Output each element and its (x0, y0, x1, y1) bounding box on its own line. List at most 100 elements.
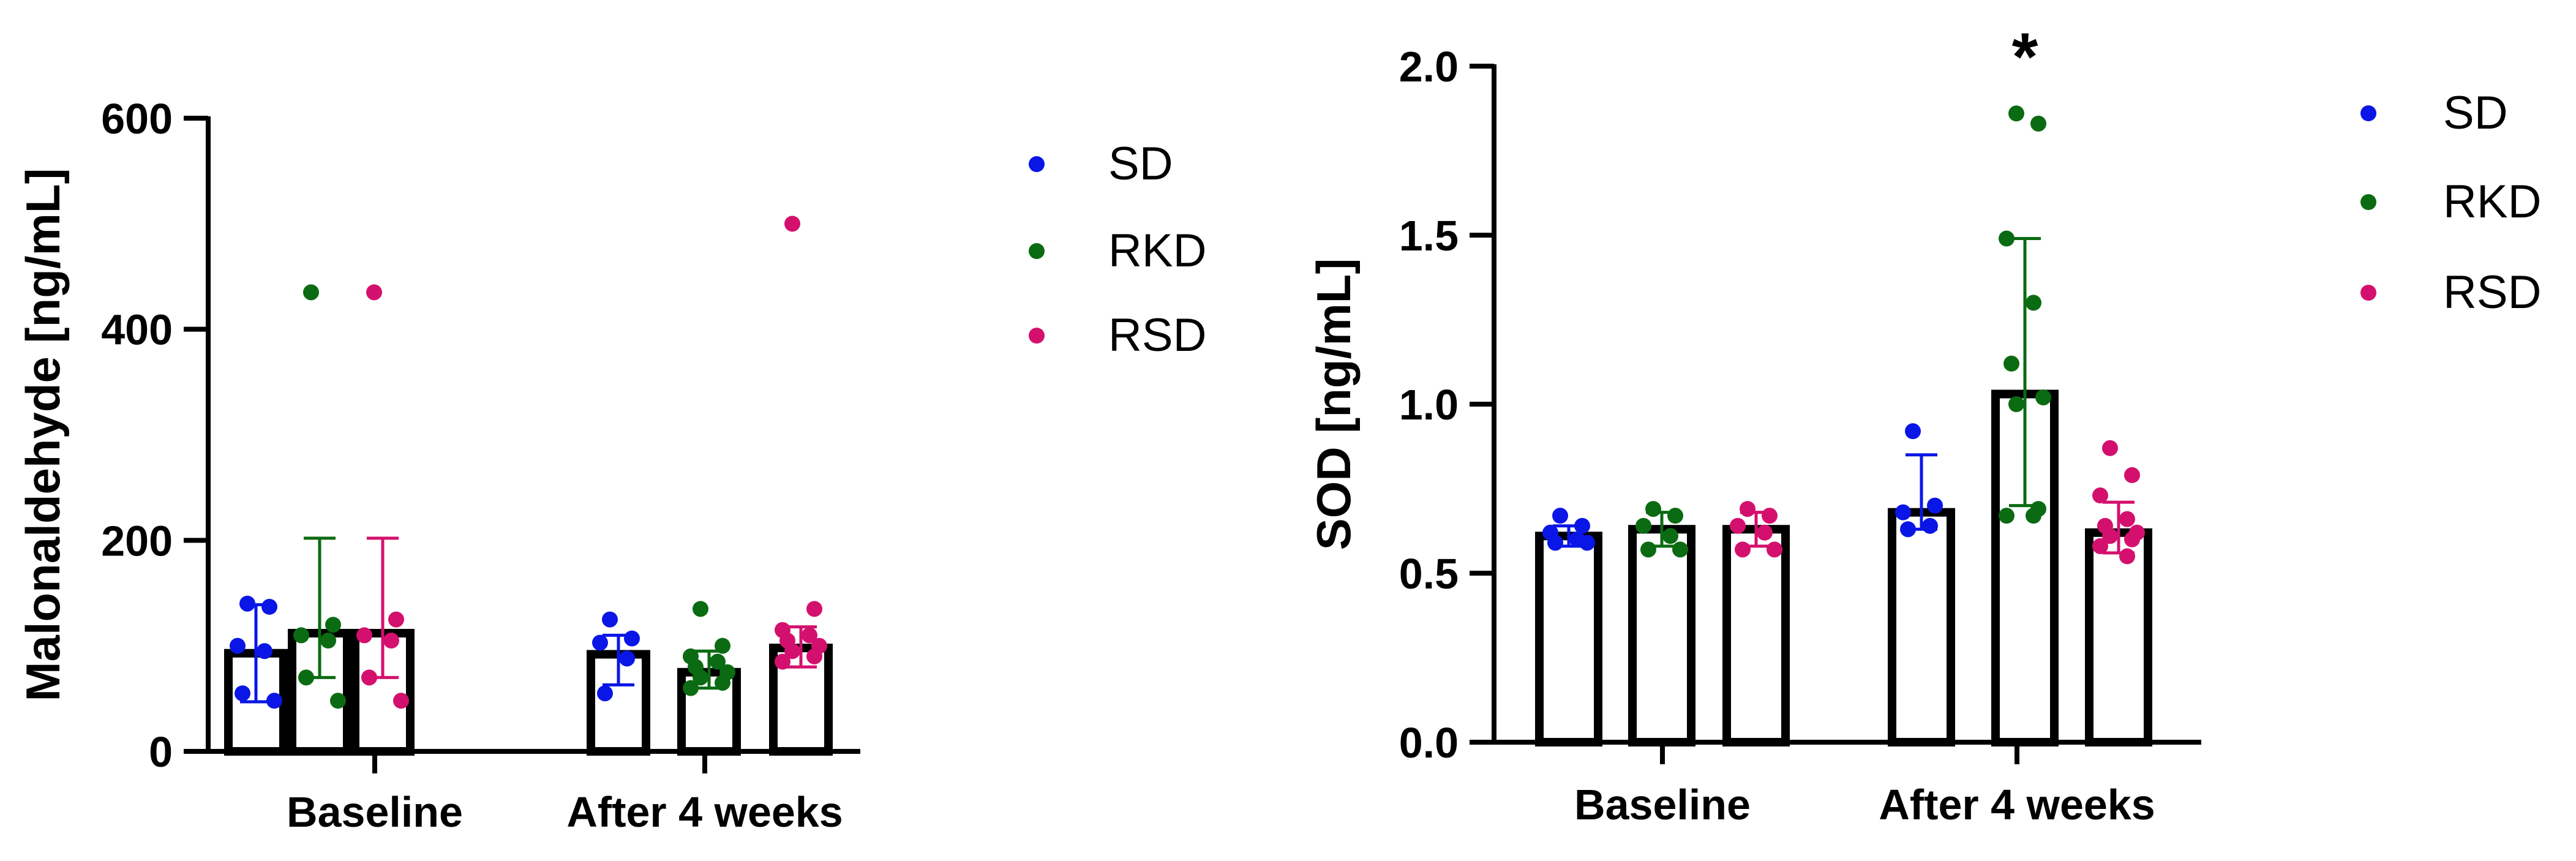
data-point-sd-after-4-weeks (624, 630, 640, 647)
data-point-rsd-baseline (1767, 541, 1782, 558)
x-tick-label: Baseline (287, 788, 463, 836)
bar-rsd-after-4-weeks (2085, 528, 2152, 746)
data-point-rkd-after-4-weeks (2003, 355, 2019, 372)
data-point-rsd-after-4-weeks (784, 216, 800, 232)
legend-marker-rsd (1029, 328, 1045, 344)
legend-marker-rkd (2360, 194, 2376, 210)
data-point-rkd-after-4-weeks (2008, 396, 2024, 412)
data-point-sd-after-4-weeks (592, 634, 608, 651)
legend-marker-sd (1029, 156, 1045, 172)
data-point-sd-after-4-weeks (1927, 497, 1943, 514)
data-point-rsd-baseline (393, 693, 409, 709)
significance-marker: * (2012, 19, 2038, 94)
data-point-rsd-after-4-weeks (806, 601, 822, 617)
data-point-sd-baseline (266, 693, 282, 709)
data-point-rkd-after-4-weeks (693, 601, 708, 617)
legend-label-sd: SD (1108, 138, 1173, 190)
data-point-rsd-baseline (1757, 524, 1773, 541)
data-point-rkd-after-4-weeks (1999, 508, 2015, 524)
data-point-rsd-baseline (388, 611, 404, 628)
data-point-sd-baseline (1579, 535, 1595, 551)
data-point-rsd-after-4-weeks (775, 653, 790, 670)
data-point-rsd-after-4-weeks (2102, 440, 2118, 456)
data-point-rsd-after-4-weeks (2092, 538, 2108, 554)
data-point-sd-after-4-weeks (1922, 517, 1938, 534)
legend: SD RKD RSD (2360, 87, 2541, 318)
data-point-rkd-after-4-weeks (2008, 105, 2024, 122)
data-point-rkd-baseline (330, 693, 346, 709)
data-point-sd-baseline (1552, 508, 1568, 524)
y-tick-label: 0 (149, 728, 173, 776)
data-point-rsd-baseline (1740, 501, 1756, 517)
data-point-rsd-baseline (1735, 541, 1751, 558)
legend-label-sd: SD (2443, 87, 2508, 139)
data-point-rsd-baseline (1762, 508, 1778, 524)
data-point-sd-after-4-weeks (619, 650, 635, 667)
legend-label-rkd: RKD (1108, 225, 1206, 277)
data-point-rkd-after-4-weeks (2030, 115, 2046, 132)
data-point-rkd-baseline (1645, 501, 1661, 517)
data-point-rsd-baseline (361, 669, 377, 686)
data-point-rkd-after-4-weeks (2026, 508, 2041, 524)
legend-marker-rkd (1029, 243, 1045, 259)
data-point-rkd-after-4-weeks (693, 669, 708, 686)
data-point-rsd-after-4-weeks (2124, 531, 2140, 547)
data-point-sd-baseline (235, 685, 250, 702)
y-tick-label: 0.5 (1399, 550, 1459, 598)
y-tick-label: 400 (101, 306, 173, 354)
bar-sd-after-4-weeks (1888, 508, 1955, 746)
data-point-rkd-baseline (325, 617, 341, 633)
data-point-rkd-after-4-weeks (2026, 295, 2041, 311)
data-point-rkd-baseline (298, 669, 314, 686)
data-point-sd-after-4-weeks (1895, 504, 1911, 521)
data-point-rkd-baseline (303, 284, 319, 301)
y-tick-label: 1.5 (1399, 212, 1459, 260)
y-tick-label: 2.0 (1399, 43, 1459, 91)
data-point-sd-baseline (261, 598, 277, 615)
y-tick-label: 600 (101, 95, 173, 143)
data-point-rkd-baseline (1672, 541, 1688, 558)
data-point-rsd-baseline (356, 627, 372, 644)
x-tick-label: Baseline (1574, 781, 1751, 829)
legend: SD RKD RSD (1029, 138, 1206, 361)
data-point-rkd-baseline (320, 633, 336, 649)
data-point-sd-baseline (230, 637, 246, 654)
data-point-rkd-after-4-weeks (2035, 389, 2051, 405)
data-point-rsd-after-4-weeks (802, 627, 817, 644)
data-point-rsd-baseline (1730, 517, 1746, 534)
data-point-sd-baseline (239, 595, 255, 612)
data-point-sd-after-4-weeks (602, 611, 618, 628)
data-point-sd-baseline (257, 643, 272, 660)
x-tick-label: After 4 weeks (566, 788, 843, 836)
data-point-rkd-after-4-weeks (683, 680, 699, 696)
legend-label-rsd: RSD (1108, 309, 1206, 361)
x-tick-label: After 4 weeks (1879, 781, 2155, 829)
y-tick-label: 1.0 (1399, 381, 1459, 429)
data-point-rkd-after-4-weeks (1999, 230, 2015, 247)
y-axis-label: SOD [ng/mL] (1307, 258, 1361, 551)
error-bar-rsd-after-4-weeks (785, 625, 817, 669)
data-point-rsd-after-4-weeks (2119, 511, 2135, 527)
data-point-rkd-after-4-weeks (715, 637, 730, 654)
legend-marker-rsd (2360, 285, 2376, 301)
data-point-rsd-baseline (366, 284, 382, 301)
data-point-rsd-after-4-weeks (2124, 467, 2140, 483)
bar-sd-baseline (1535, 532, 1602, 747)
data-point-rkd-baseline (1635, 517, 1651, 534)
y-axis-label: Malonaldehyde [ng/mL] (16, 168, 70, 701)
data-point-rsd-baseline (383, 633, 399, 649)
data-point-sd-baseline (1574, 517, 1590, 534)
legend-marker-sd (2360, 105, 2376, 121)
legend-label-rkd: RKD (2443, 176, 2541, 228)
bar-rsd-baseline (1722, 525, 1790, 746)
data-point-rkd-baseline (1640, 541, 1656, 558)
data-point-sd-after-4-weeks (597, 685, 613, 702)
data-point-rsd-after-4-weeks (2102, 528, 2118, 544)
data-point-rkd-baseline (1667, 508, 1683, 524)
data-point-rkd-after-4-weeks (715, 674, 730, 691)
data-point-sd-after-4-weeks (1900, 521, 1916, 538)
data-point-rkd-baseline (293, 627, 309, 644)
data-point-rkd-after-4-weeks (710, 653, 726, 670)
